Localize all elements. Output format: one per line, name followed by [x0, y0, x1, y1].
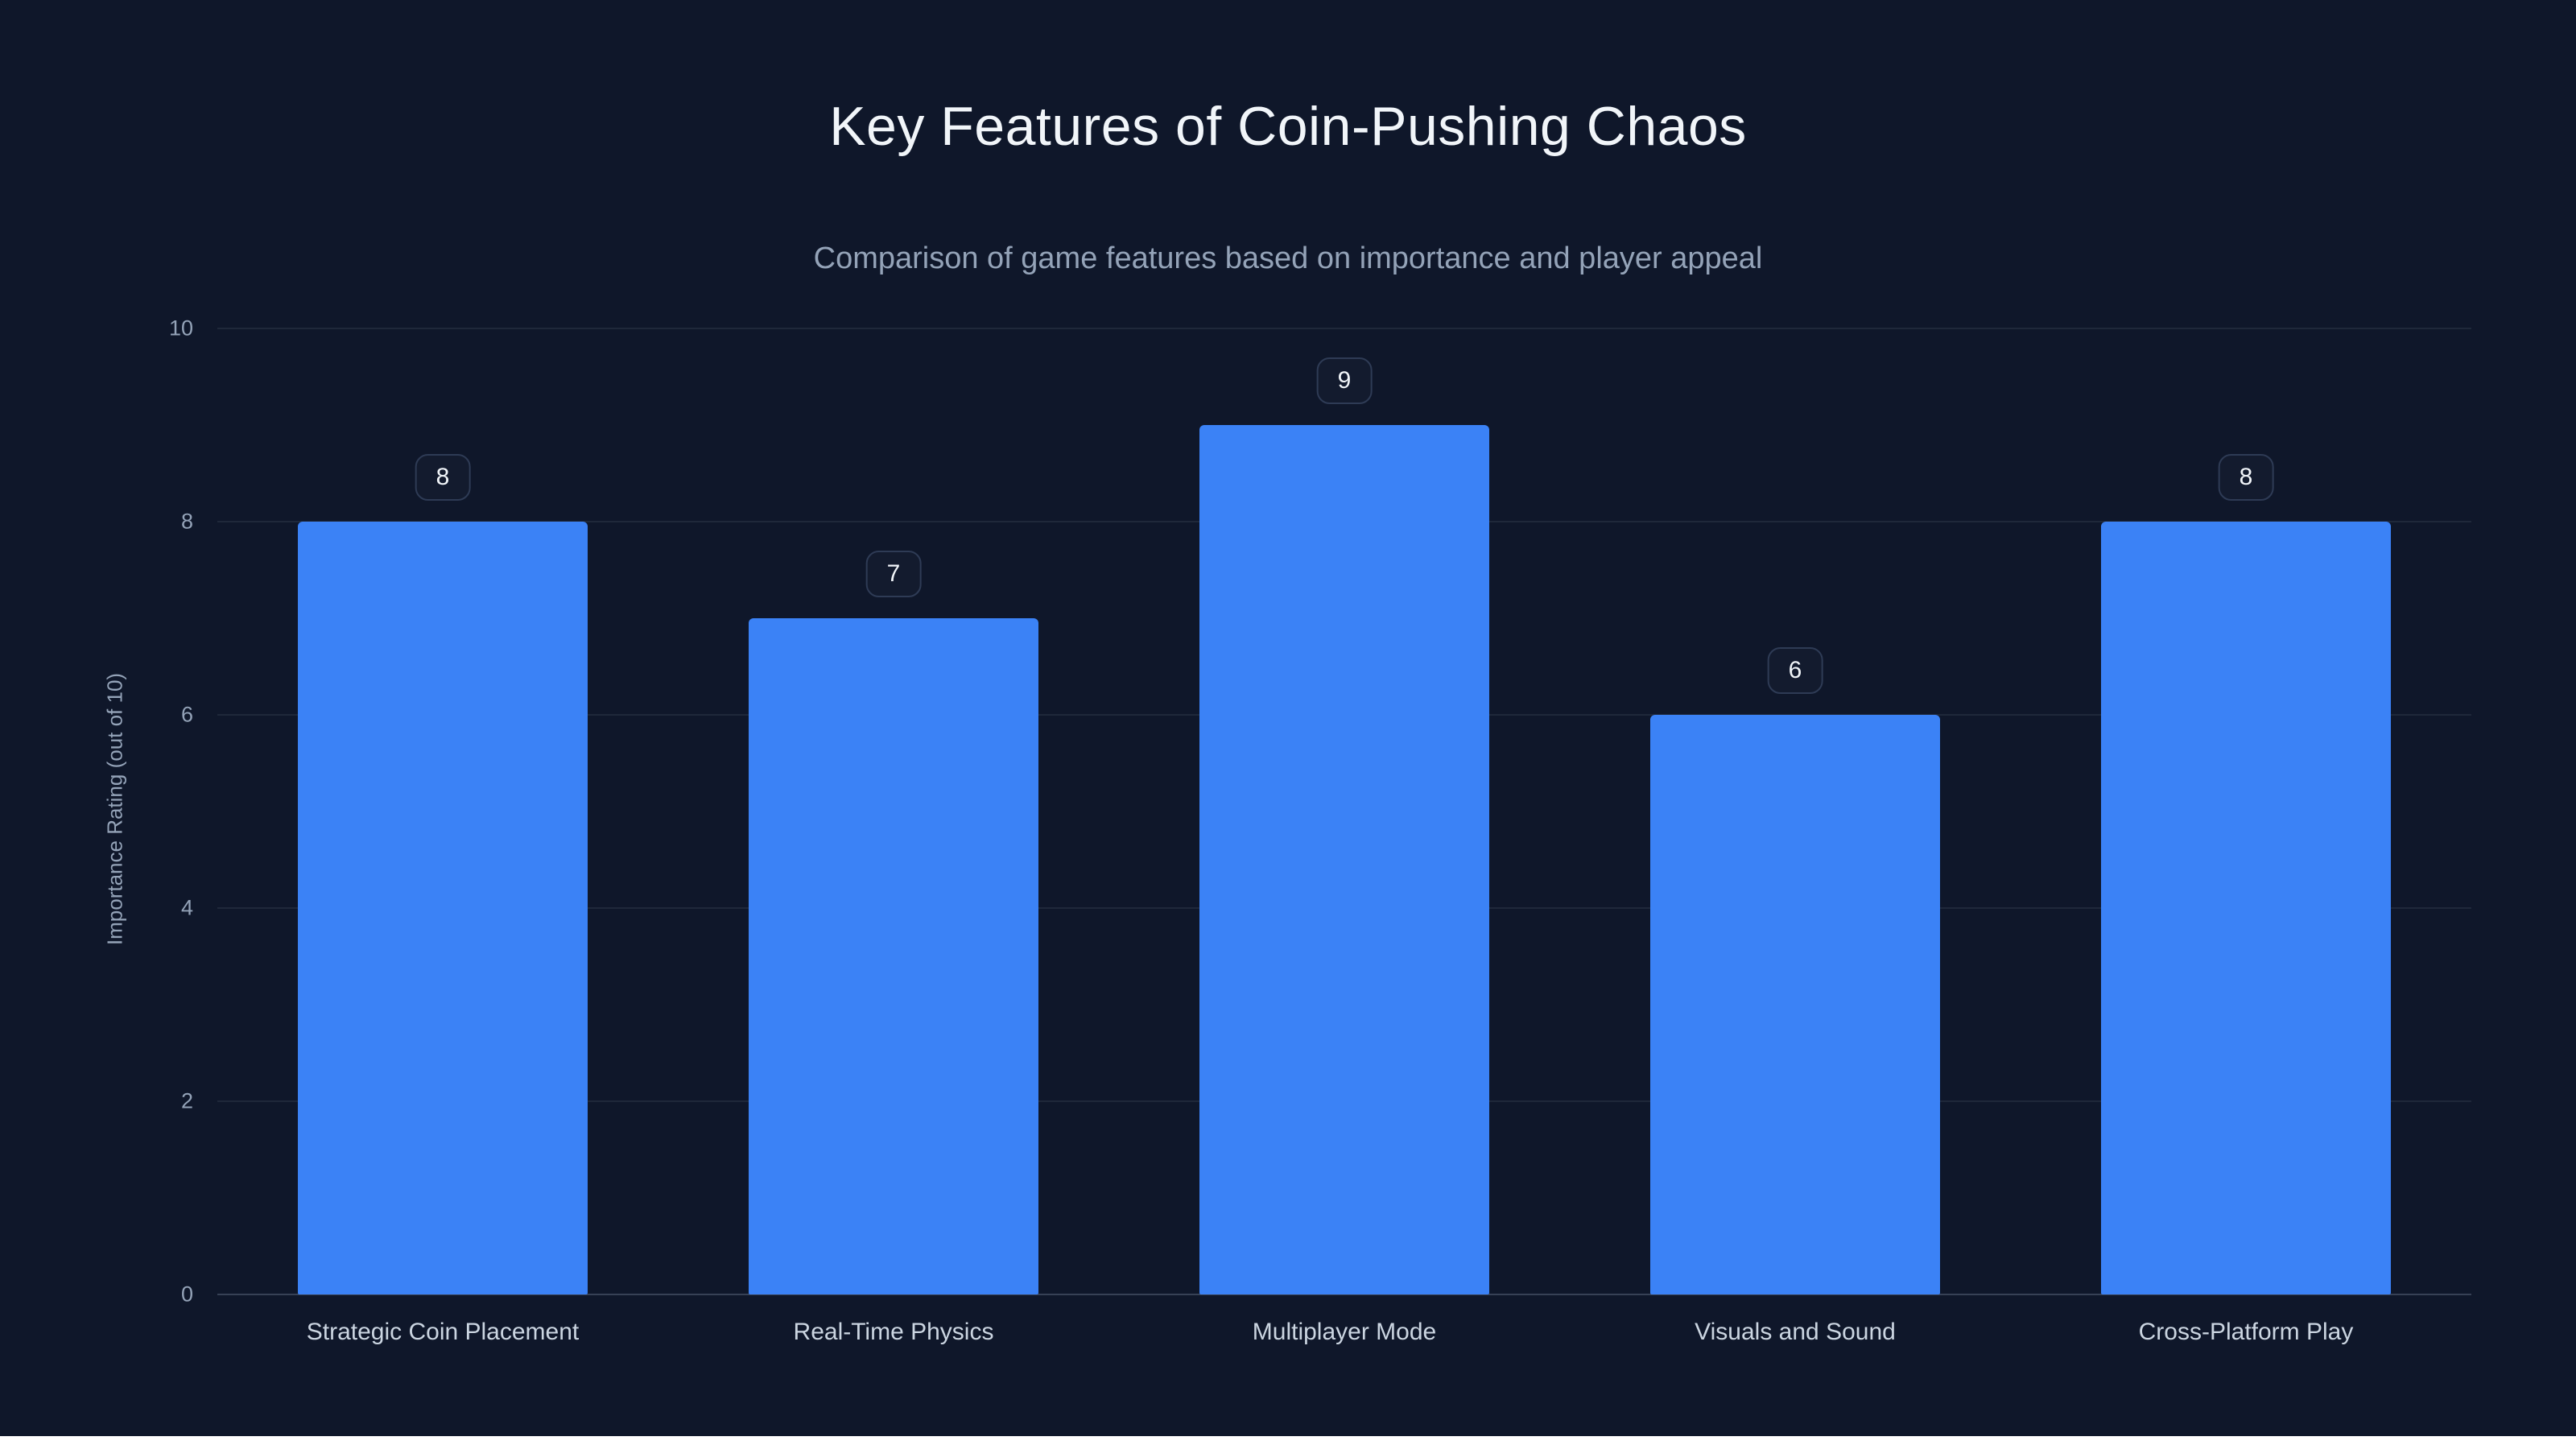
bar-slot: 9: [1119, 328, 1570, 1294]
bar: [298, 522, 588, 1294]
bar-slot: 8: [217, 328, 668, 1294]
y-tick-label: 2: [180, 1088, 193, 1113]
y-tick-label: 4: [180, 895, 193, 920]
chart-subtitle: Comparison of game features based on imp…: [813, 242, 1763, 275]
bar-value-badge: 9: [1316, 357, 1373, 404]
y-tick-label: 8: [180, 509, 193, 534]
bar: [1650, 715, 1940, 1294]
bars-row: 8 7 9 6 8: [217, 328, 2471, 1294]
bottom-strip: [0, 1436, 2576, 1449]
x-tick-label: Cross-Platform Play: [2138, 1319, 2354, 1345]
bar-value-badge: 8: [2218, 454, 2274, 501]
plot-area: 0 2 4 6 8 10 8 7 9 6 8: [169, 316, 2471, 1307]
x-axis-labels: Strategic Coin Placement Real-Time Physic…: [217, 1319, 2471, 1346]
bar-value-badge: 7: [865, 551, 922, 597]
x-tick-label: Real-Time Physics: [793, 1319, 994, 1345]
y-tick-label: 6: [180, 702, 193, 727]
bar: [1199, 425, 1489, 1294]
x-tick-label: Visuals and Sound: [1695, 1319, 1896, 1345]
gridline: [217, 1294, 2471, 1295]
gridline: [217, 328, 2471, 329]
bar-value-badge: 8: [415, 454, 471, 501]
bar-slot: 7: [668, 328, 1119, 1294]
bar: [2101, 522, 2391, 1294]
bar: [749, 618, 1038, 1294]
y-tick-label: 0: [180, 1282, 193, 1307]
chart-title: Key Features of Coin-Pushing Chaos: [829, 96, 1747, 157]
bar-slot: 8: [2021, 328, 2471, 1294]
y-axis-title: Importance Rating (out of 10): [102, 672, 127, 946]
y-tick-label: 10: [168, 316, 193, 341]
x-tick-label: Multiplayer Mode: [1252, 1319, 1437, 1345]
bar-value-badge: 6: [1767, 647, 1823, 694]
bar-slot: 6: [1570, 328, 2021, 1294]
x-tick-label: Strategic Coin Placement: [306, 1319, 580, 1345]
